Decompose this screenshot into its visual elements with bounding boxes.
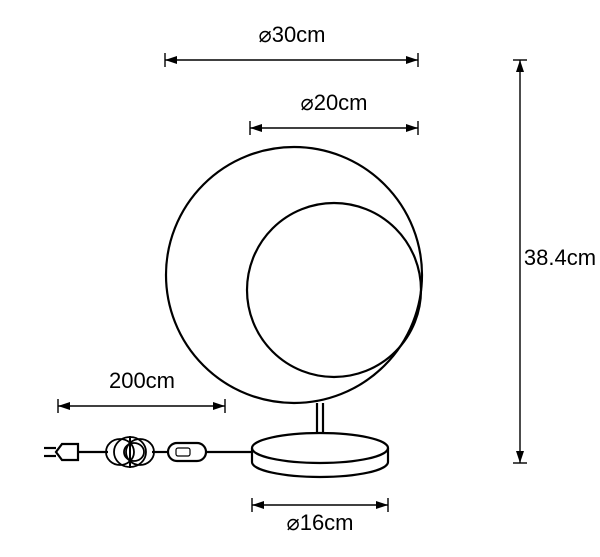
power-cord: [44, 436, 252, 468]
dim-inner-diameter-label: ⌀20cm: [300, 90, 367, 115]
dim-outer-diameter: ⌀30cm: [165, 22, 418, 67]
plug-icon: [56, 444, 78, 460]
dim-total-height: 38.4cm: [513, 60, 596, 463]
dim-inner-diameter: ⌀20cm: [250, 90, 418, 135]
dim-outer-diameter-label: ⌀30cm: [258, 22, 325, 47]
lamp-base-bottom: [252, 462, 388, 477]
dim-base-diameter-label: ⌀16cm: [286, 510, 353, 535]
dim-cord-length-label: 200cm: [109, 368, 175, 393]
lamp-base: [252, 433, 388, 463]
dim-base-diameter: ⌀16cm: [252, 498, 388, 535]
outer-ring: [166, 147, 422, 403]
dim-total-height-label: 38.4cm: [524, 245, 596, 270]
inner-ring: [247, 203, 421, 377]
dim-cord-length: 200cm: [58, 368, 225, 413]
